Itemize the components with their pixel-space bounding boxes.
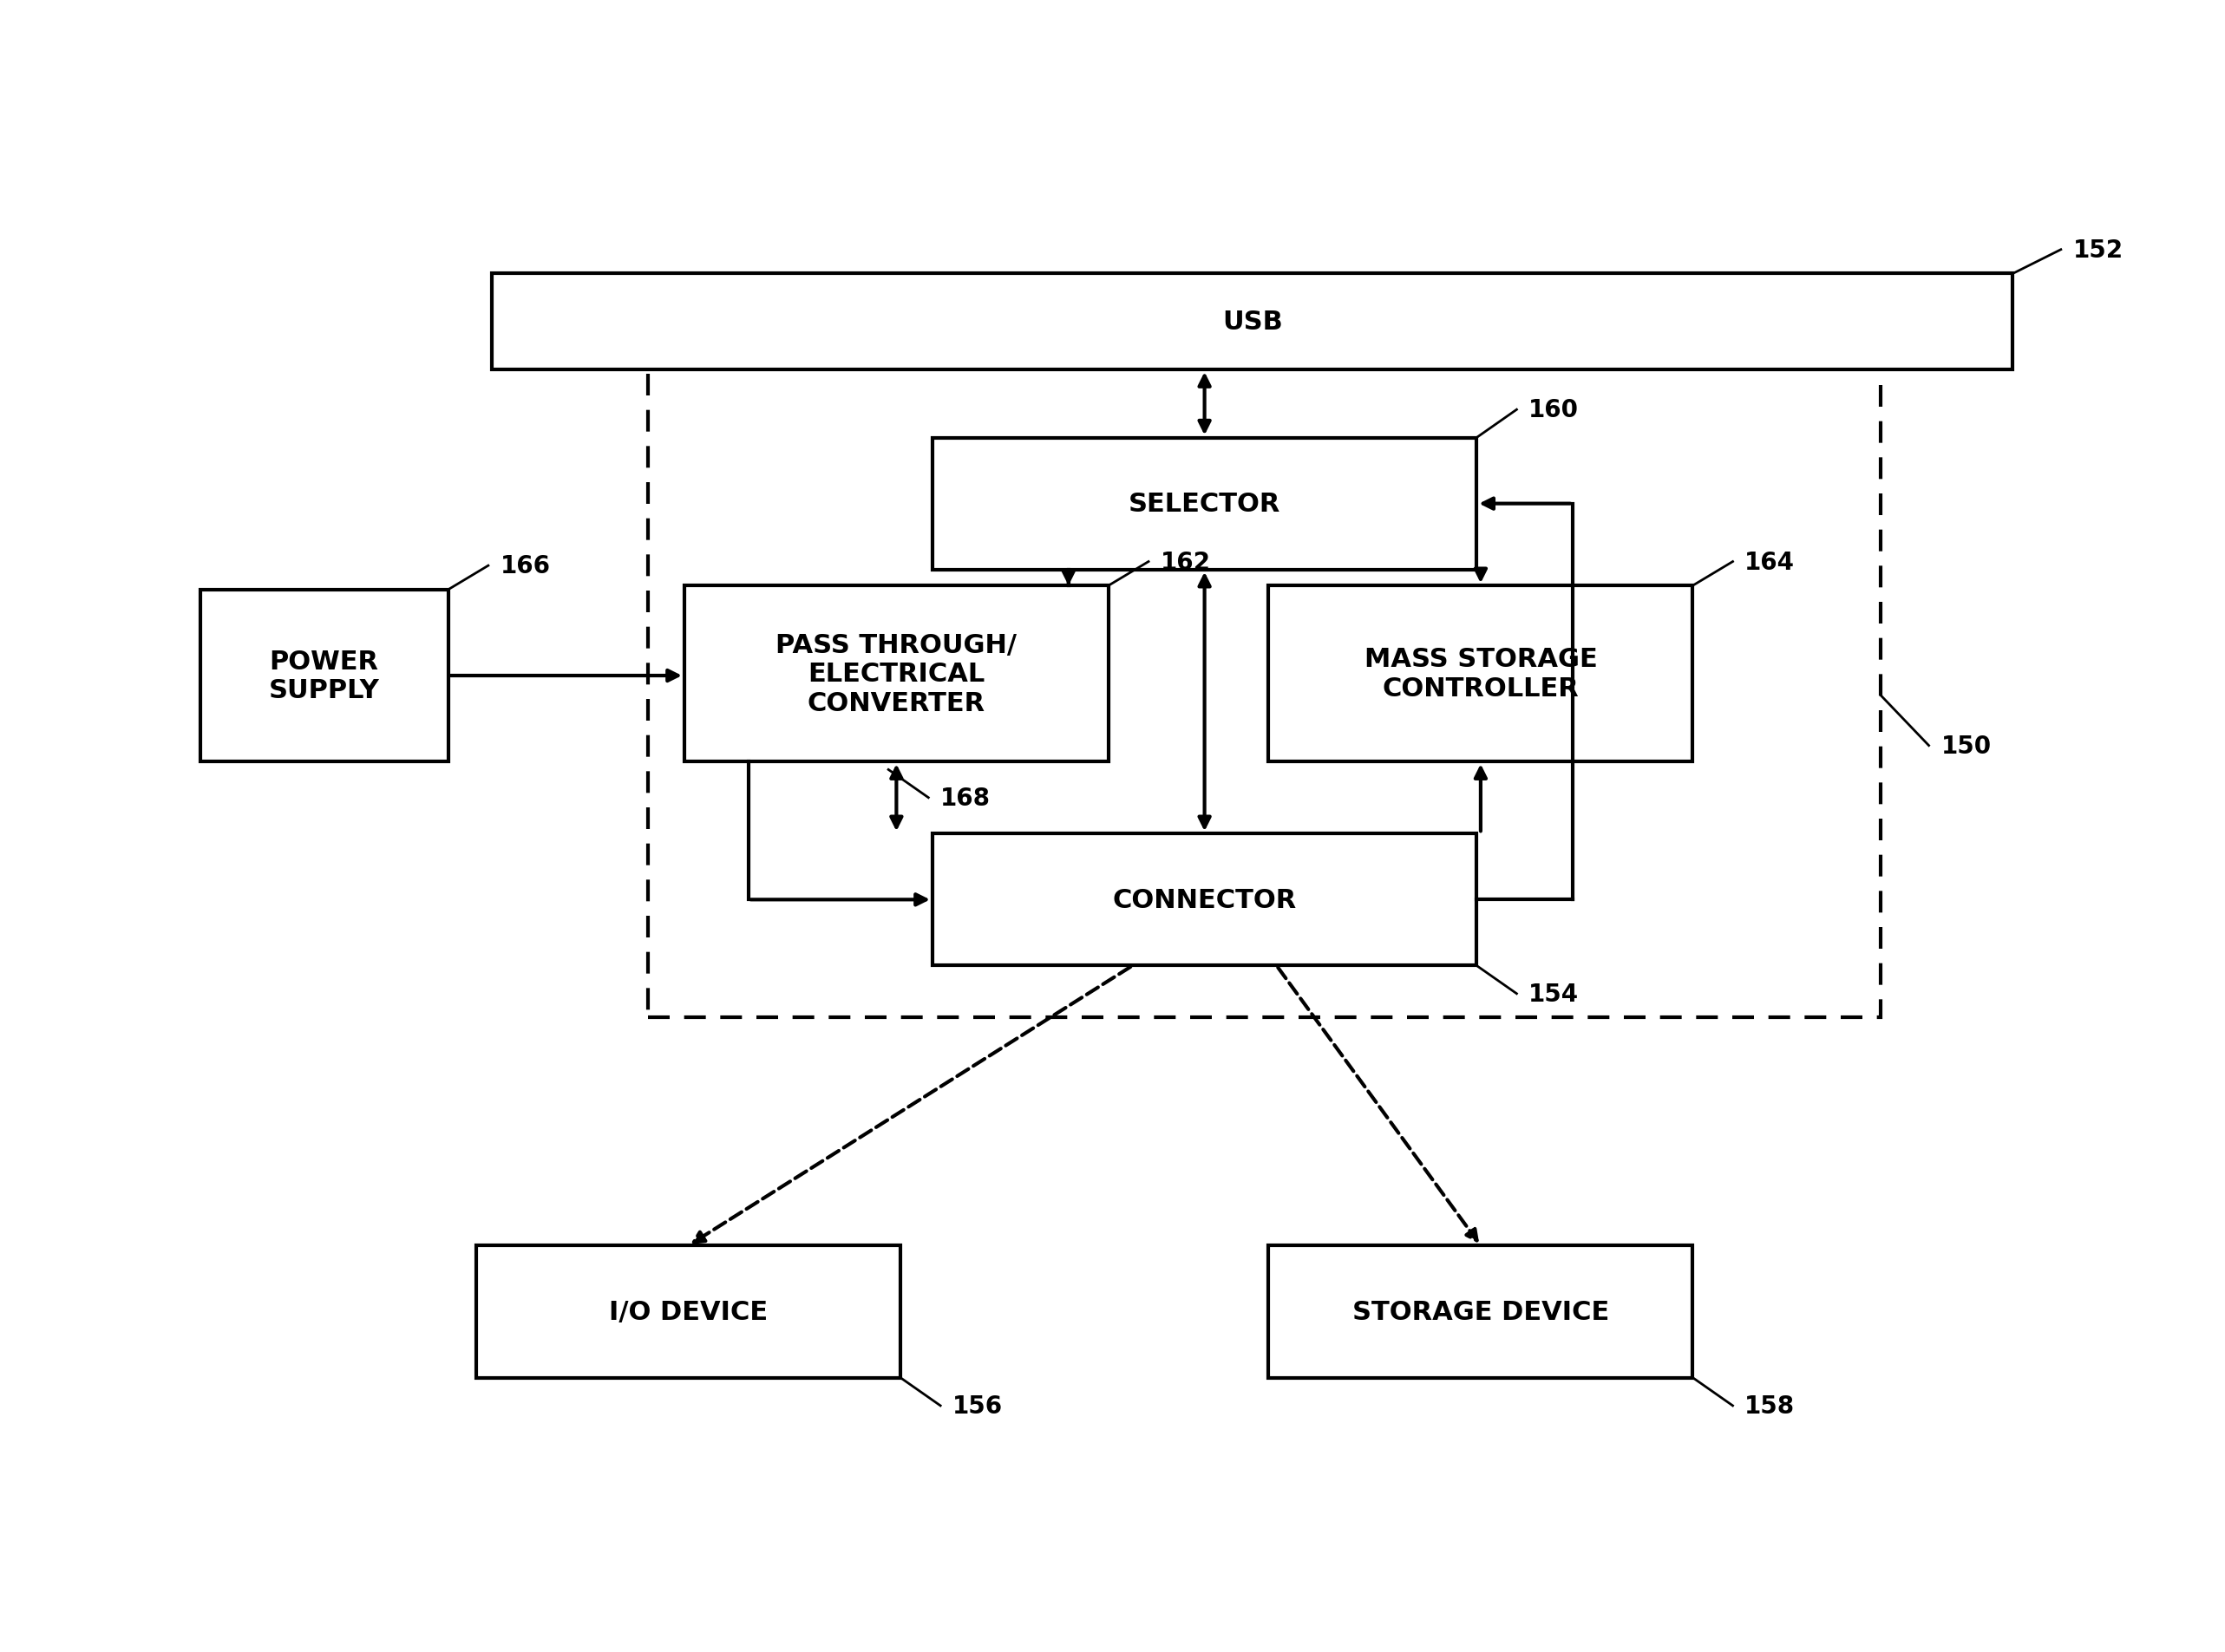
Bar [492, 274, 2014, 370]
Bar [932, 438, 1477, 570]
Text: USB: USB [1222, 309, 1284, 335]
Text: SELECTOR: SELECTOR [1128, 492, 1282, 517]
Text: POWER
SUPPLY: POWER SUPPLY [269, 649, 380, 704]
Text: I/O DEVICE: I/O DEVICE [610, 1298, 768, 1325]
Text: 158: 158 [1744, 1394, 1796, 1417]
Bar [685, 586, 1108, 762]
Text: 168: 168 [941, 786, 990, 809]
Bar [1268, 1246, 1693, 1378]
Text: 156: 156 [952, 1394, 1003, 1417]
Text: 160: 160 [1529, 398, 1580, 423]
Text: MASS STORAGE
CONTROLLER: MASS STORAGE CONTROLLER [1364, 648, 1598, 700]
Bar [932, 834, 1477, 966]
Text: CONNECTOR: CONNECTOR [1112, 887, 1297, 912]
Bar [1268, 586, 1693, 762]
Text: 150: 150 [1940, 733, 1991, 758]
Bar [476, 1246, 901, 1378]
Text: 162: 162 [1161, 550, 1210, 575]
Bar [647, 302, 1880, 1018]
Text: STORAGE DEVICE: STORAGE DEVICE [1353, 1298, 1609, 1325]
Text: PASS THROUGH/
ELECTRICAL
CONVERTER: PASS THROUGH/ ELECTRICAL CONVERTER [777, 633, 1017, 715]
Text: 164: 164 [1744, 550, 1796, 575]
Text: 152: 152 [2074, 238, 2123, 263]
Text: 154: 154 [1529, 981, 1580, 1006]
Bar [200, 590, 447, 762]
Text: 166: 166 [501, 553, 550, 578]
